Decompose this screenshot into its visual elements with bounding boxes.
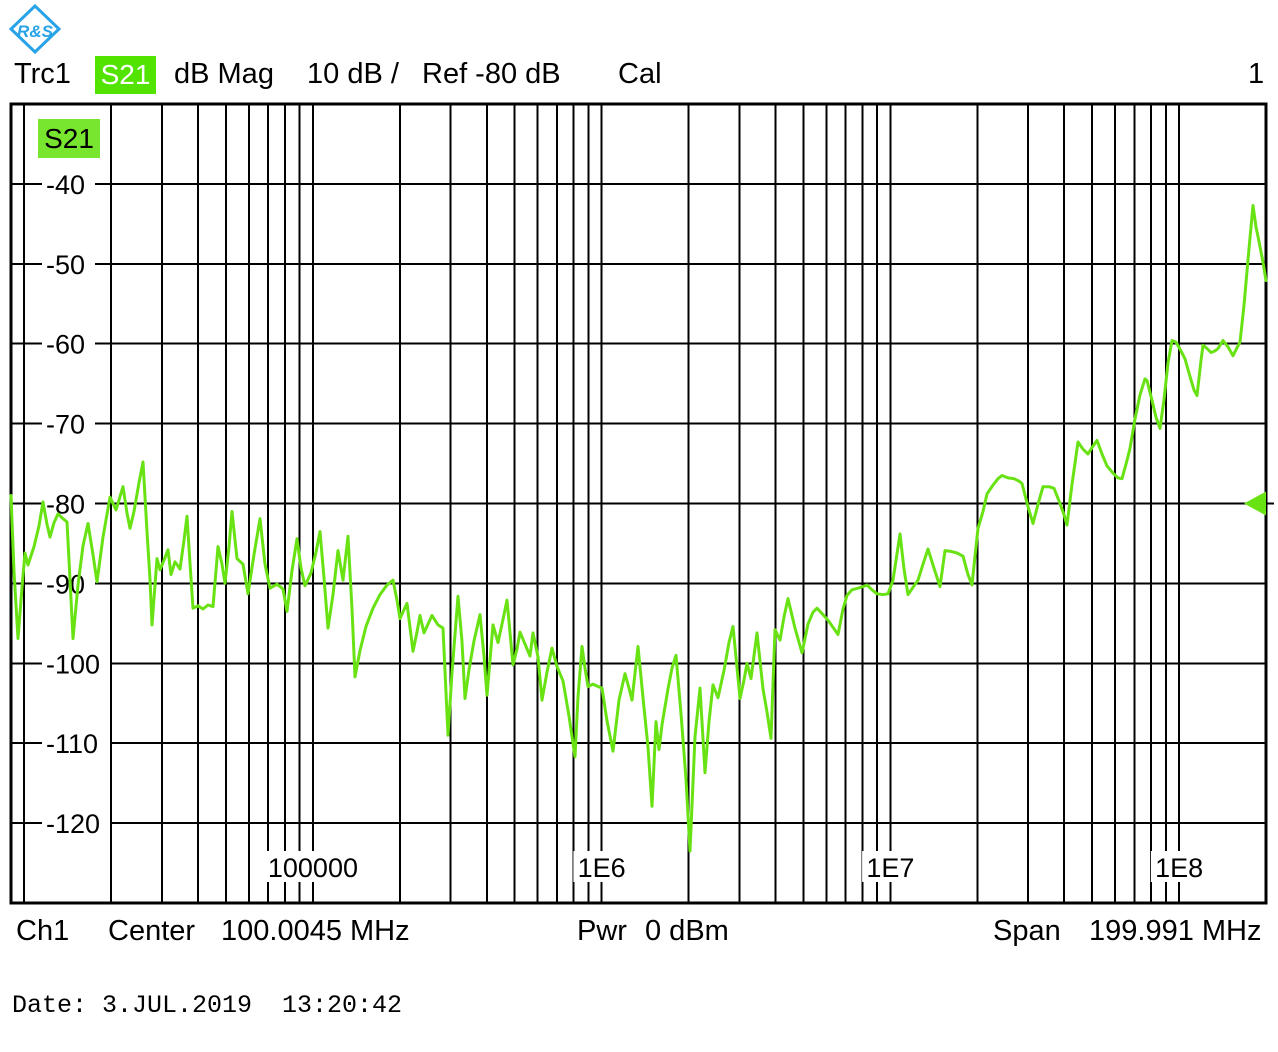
x-tick-backing [573,851,630,882]
y-tick-backing [42,248,95,279]
y-tick-label: -120 [46,809,100,839]
y-tick-backing [42,328,95,359]
x-tick-backing [862,851,919,882]
y-tick-label: -70 [46,410,85,440]
x-tick-label: 100000 [268,853,358,883]
y-tick-backing [42,808,110,839]
y-tick-backing [42,728,110,759]
logo-diamond [8,3,62,55]
trace-chip[interactable]: S21 [38,119,100,158]
logo-monogram: R&S [17,22,54,41]
trace-s21-polyline [9,204,1268,853]
x-tick-label: 1E8 [1155,853,1203,883]
trace-format-label[interactable]: dB Mag [174,58,274,90]
power-value[interactable]: 0 dBm [645,915,729,947]
channel-label[interactable]: Ch1 [16,915,70,947]
y-tick-backing [42,488,95,519]
ref-level-marker-icon[interactable] [1244,491,1266,516]
trace-name-label[interactable]: Trc1 [14,58,71,90]
ref-level-label[interactable]: Ref -80 dB [422,58,561,90]
power-label: Pwr [577,915,627,947]
y-tick-label: -50 [46,250,85,280]
span-label: Span [993,915,1061,947]
measurement-chip[interactable]: S21 [95,56,156,94]
x-tick-backing [261,851,365,882]
rohde-schwarz-logo: R&S [8,3,62,55]
x-tick-backing [1150,851,1208,882]
y-tick-label: -40 [46,170,85,200]
cal-status-label[interactable]: Cal [618,58,662,90]
x-tick-label: 1E7 [866,853,914,883]
span-value[interactable]: 199.991 MHz [1089,915,1262,947]
center-freq-label: Center [108,915,196,947]
date-time-stamp: Date: 3.JUL.2019 13:20:42 [12,991,403,1020]
x-tick-label: 1E6 [578,853,626,883]
y-tick-label: -110 [46,729,98,759]
y-tick-backing [42,168,95,199]
center-freq-value[interactable]: 100.0045 MHz [221,915,410,947]
window-number-badge: 1 [1248,58,1265,90]
y-tick-backing [42,408,95,439]
trace-scale-label[interactable]: 10 dB / [307,58,399,90]
y-tick-label: -60 [46,330,85,360]
y-tick-backing [42,648,110,679]
y-tick-label: -100 [46,649,100,679]
y-tick-label: -80 [46,490,85,520]
